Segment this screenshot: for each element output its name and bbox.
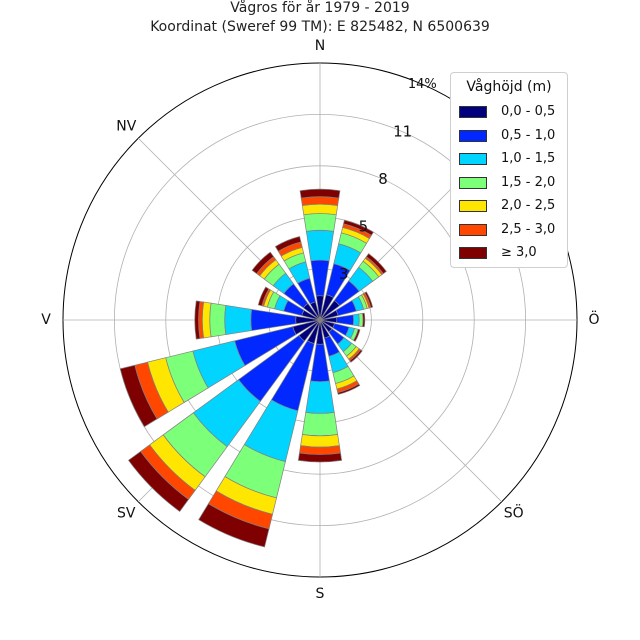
bar-N-1 — [310, 259, 330, 297]
direction-label-V: V — [41, 312, 51, 328]
bar-V-3 — [209, 302, 227, 338]
radial-tick-label: 14% — [408, 77, 437, 92]
legend-swatch — [459, 129, 487, 142]
bar-S-1 — [310, 343, 330, 383]
legend-swatch — [459, 247, 487, 259]
chart-subtitle: Koordinat (Sweref 99 TM): E 825482, N 65… — [150, 19, 490, 35]
radial-tick-label: 5 — [359, 218, 369, 236]
radial-tick-labels: 3 5 8 11 14% — [339, 77, 437, 283]
direction-label-Ö: Ö — [588, 310, 599, 328]
direction-label-N: N — [315, 38, 325, 54]
legend-swatch — [459, 223, 487, 236]
legend-item: 2,0 - 2,5 — [459, 198, 565, 216]
legend-label: 2,5 - 3,0 — [501, 221, 556, 237]
bar-N-4 — [301, 203, 339, 216]
radial-tick-label: 8 — [378, 170, 388, 188]
legend-label: 1,5 - 2,0 — [501, 174, 556, 190]
legend-swatch — [459, 106, 487, 118]
bar-V-6 — [194, 300, 201, 340]
legend-swatch — [459, 176, 487, 189]
legend-label: 0,0 - 0,5 — [501, 104, 556, 119]
legend-item: 2,5 - 3,0 — [459, 222, 565, 240]
legend-swatch — [459, 153, 487, 165]
bar-ÖNÖ-6 — [364, 291, 374, 309]
bar-N-2 — [305, 229, 335, 262]
legend-title: Våghöjd (m) — [466, 79, 552, 95]
chart-title: Vågros för år 1979 - 2019 — [230, 0, 410, 16]
legend-label: ≥ 3,0 — [501, 245, 537, 260]
bar-S-5 — [299, 445, 341, 455]
direction-label-NV: NV — [116, 118, 136, 134]
bar-NV-6 — [251, 251, 275, 275]
bar-NÖ-6 — [365, 253, 387, 275]
legend-item: 0,5 - 1,0 — [459, 128, 565, 146]
bar-Ö-1 — [336, 314, 354, 326]
bar-S-6 — [297, 452, 343, 463]
bar-N-6 — [299, 188, 341, 199]
rose-bars — [119, 188, 387, 548]
bar-Ö-6 — [362, 312, 366, 328]
bar-NNV-6 — [274, 236, 302, 252]
bar-S-2 — [305, 380, 335, 414]
radial-tick-label: 3 — [339, 265, 349, 283]
bar-S-4 — [300, 434, 340, 448]
legend-item: 1,0 - 1,5 — [459, 151, 565, 169]
legend-swatch — [459, 200, 487, 212]
legend-item: ≥ 3,0 — [459, 245, 565, 263]
bar-SV-6 — [128, 450, 190, 512]
legend-label: 2,0 - 2,5 — [501, 198, 556, 213]
legend-item: 0,0 - 0,5 — [459, 104, 565, 122]
bar-SSV-6 — [198, 503, 270, 548]
bar-ÖSÖ-6 — [353, 328, 361, 342]
bar-VSV-6 — [119, 364, 158, 428]
bar-V-4 — [201, 301, 212, 339]
bar-Ö-2 — [352, 313, 360, 327]
legend: Våghöjd (m) 0,0 - 0,5 0,5 - 1,0 1,0 - 1,5 1… — [450, 72, 568, 268]
radial-tick-label: 11 — [393, 123, 412, 141]
bar-V-2 — [224, 305, 253, 335]
bar-N-5 — [300, 196, 340, 206]
legend-item: 1,5 - 2,0 — [459, 175, 565, 193]
bar-VNV-6 — [257, 286, 270, 307]
legend-label: 1,0 - 1,5 — [501, 151, 556, 166]
bar-Ö-3 — [358, 313, 364, 327]
bar-NNÖ-6 — [343, 219, 374, 236]
direction-label-SV: SV — [117, 506, 136, 522]
legend-label: 0,5 - 1,0 — [501, 127, 556, 143]
direction-label-SÖ: SÖ — [504, 504, 524, 522]
bar-SÖ-6 — [349, 349, 363, 363]
bar-S-3 — [301, 411, 339, 437]
direction-label-S: S — [316, 586, 325, 602]
bar-SSÖ-6 — [337, 383, 361, 395]
bar-N-3 — [303, 213, 337, 232]
